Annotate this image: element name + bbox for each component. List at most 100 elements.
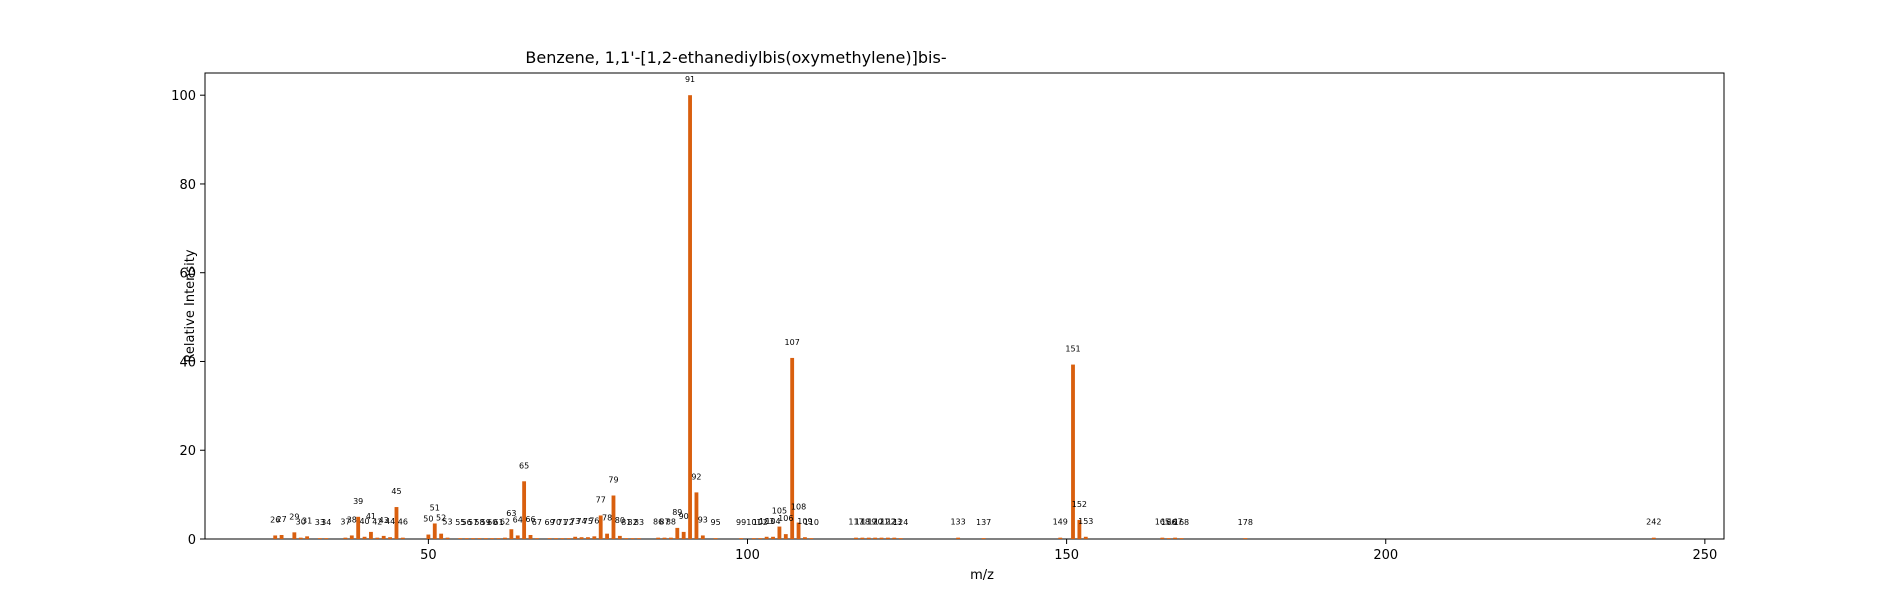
bar-mz-46	[400, 537, 405, 539]
bar-mz-151	[1071, 364, 1075, 539]
bar-mz-99	[739, 538, 744, 539]
peak-label-mz-71: 71	[557, 518, 567, 527]
bar-mz-102	[758, 538, 763, 539]
peak-label-mz-87: 87	[659, 518, 669, 527]
x-tick-label-250: 250	[1692, 548, 1717, 563]
bar-mz-167	[1173, 537, 1178, 539]
peak-label-mz-57: 57	[468, 518, 478, 527]
bar-mz-137	[981, 538, 986, 539]
bar-mz-82	[630, 538, 635, 539]
bar-mz-108	[796, 522, 801, 539]
peak-label-mz-43: 43	[379, 516, 389, 525]
bar-mz-123	[892, 537, 897, 539]
peak-label-mz-107: 107	[785, 338, 800, 347]
peak-label-mz-108: 108	[791, 503, 806, 512]
bar-mz-75	[586, 537, 590, 539]
peak-label-mz-66: 66	[525, 515, 535, 524]
bar-mz-178	[1243, 538, 1248, 539]
peak-label-mz-102: 102	[753, 518, 768, 527]
bar-mz-124	[898, 538, 903, 539]
bar-mz-60	[490, 538, 495, 539]
peak-label-mz-121: 121	[874, 518, 889, 527]
peak-label-mz-90: 90	[679, 512, 689, 521]
peak-label-mz-75: 75	[583, 517, 593, 526]
bar-mz-65	[522, 481, 527, 539]
bar-mz-62	[503, 537, 507, 539]
bar-mz-106	[783, 534, 788, 539]
bar-mz-117	[854, 537, 858, 539]
peak-label-mz-137: 137	[976, 518, 991, 527]
peak-label-mz-29: 29	[289, 512, 299, 521]
bar-mz-66	[528, 535, 533, 539]
x-tick-label-50: 50	[420, 548, 437, 563]
bar-mz-57	[471, 538, 475, 539]
peak-label-mz-40: 40	[359, 517, 369, 526]
bar-mz-149	[1058, 537, 1063, 539]
peak-label-mz-70: 70	[551, 518, 561, 527]
bar-mz-74	[579, 537, 584, 539]
peak-label-mz-39: 39	[353, 497, 363, 506]
peak-label-mz-76: 76	[589, 516, 599, 525]
peak-label-mz-69: 69	[545, 518, 555, 527]
bar-mz-72	[566, 538, 571, 539]
bar-mz-105	[777, 526, 782, 539]
peak-label-mz-77: 77	[596, 495, 606, 504]
bars-group	[273, 95, 1656, 539]
peak-label-mz-27: 27	[276, 515, 286, 524]
bar-mz-76	[592, 536, 597, 539]
peak-label-mz-78: 78	[602, 514, 612, 523]
y-tick-label-80: 80	[179, 178, 196, 193]
bar-mz-83	[637, 538, 641, 539]
bar-mz-70	[554, 538, 558, 539]
peak-label-mz-123: 123	[887, 518, 902, 527]
bar-mz-92	[694, 492, 699, 539]
peak-label-mz-67: 67	[532, 518, 542, 527]
peak-label-mz-119: 119	[861, 518, 876, 527]
bar-mz-44	[388, 537, 392, 539]
bar-mz-59	[483, 538, 488, 539]
bar-mz-166	[1166, 538, 1171, 539]
peak-label-mz-110: 110	[804, 518, 819, 527]
bar-mz-52	[439, 533, 444, 539]
peak-label-mz-92: 92	[691, 472, 701, 481]
bar-mz-120	[873, 537, 878, 539]
bar-mz-71	[560, 538, 565, 539]
peak-label-mz-91: 91	[685, 75, 695, 84]
peak-label-mz-103: 103	[759, 517, 774, 526]
y-tick-label-60: 60	[179, 267, 196, 282]
y-axis-label: Relative Intensity	[183, 249, 198, 362]
peak-label-mz-56: 56	[462, 518, 472, 527]
bar-mz-80	[617, 535, 622, 539]
peak-label-mz-88: 88	[666, 518, 676, 527]
peak-label-mz-44: 44	[385, 517, 395, 526]
bar-mz-39	[356, 516, 361, 539]
peak-label-mz-99: 99	[736, 518, 746, 527]
bar-mz-27	[279, 535, 284, 539]
peak-label-mz-58: 58	[474, 518, 484, 527]
bar-mz-26	[273, 535, 278, 539]
bar-mz-53	[445, 537, 450, 539]
peak-label-mz-37: 37	[340, 518, 350, 527]
peak-label-mz-64: 64	[513, 515, 523, 524]
peak-label-mz-61: 61	[493, 518, 503, 527]
peak-label-mz-45: 45	[391, 487, 401, 496]
bar-mz-153	[1083, 536, 1088, 539]
peak-label-mz-152: 152	[1072, 500, 1087, 509]
bar-mz-121	[879, 537, 884, 539]
y-tick-label-20: 20	[179, 444, 196, 459]
peak-label-mz-51: 51	[430, 503, 440, 512]
peak-label-mz-52: 52	[436, 514, 446, 523]
bar-mz-45	[394, 507, 399, 539]
peak-label-mz-63: 63	[506, 509, 516, 518]
peak-label-mz-109: 109	[797, 517, 812, 526]
peak-label-mz-178: 178	[1238, 518, 1253, 527]
bar-mz-79	[611, 495, 616, 539]
peak-label-mz-120: 120	[868, 518, 883, 527]
bar-mz-118	[860, 537, 865, 539]
bar-mz-63	[509, 529, 514, 539]
bar-mz-110	[809, 538, 814, 539]
bar-mz-55	[458, 538, 463, 539]
peak-label-mz-34: 34	[321, 518, 331, 527]
bar-mz-122	[886, 537, 890, 539]
bar-mz-93	[700, 535, 705, 539]
